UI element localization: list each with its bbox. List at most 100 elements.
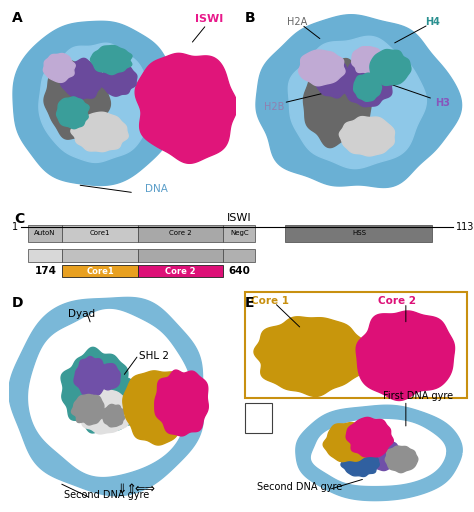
Text: SHL 2: SHL 2 [138, 351, 169, 360]
Polygon shape [370, 50, 411, 86]
Polygon shape [377, 332, 402, 355]
Text: ISWI: ISWI [195, 14, 223, 24]
Polygon shape [71, 112, 128, 152]
Polygon shape [354, 73, 382, 101]
Text: A: A [12, 11, 22, 25]
Polygon shape [256, 15, 462, 187]
Text: 1136: 1136 [456, 222, 474, 232]
Polygon shape [61, 58, 102, 100]
Polygon shape [385, 446, 418, 473]
Polygon shape [77, 389, 133, 434]
Polygon shape [296, 405, 462, 501]
Text: Core 2: Core 2 [169, 230, 192, 236]
Polygon shape [13, 22, 182, 185]
Text: 1: 1 [12, 222, 18, 232]
Polygon shape [364, 439, 401, 471]
Polygon shape [192, 100, 216, 124]
Text: E: E [245, 296, 255, 310]
Bar [285, 225, 432, 242]
Text: DNA: DNA [145, 184, 168, 194]
Text: H3: H3 [435, 98, 449, 108]
Polygon shape [339, 429, 395, 468]
Polygon shape [9, 297, 203, 496]
Polygon shape [123, 371, 191, 445]
Polygon shape [95, 376, 142, 430]
Text: Core 2: Core 2 [165, 267, 196, 275]
Bar [63, 225, 138, 242]
Text: B: B [245, 11, 255, 25]
Polygon shape [315, 61, 351, 98]
Text: Core 2: Core 2 [378, 296, 416, 306]
Polygon shape [356, 311, 455, 400]
Text: 640: 640 [229, 266, 251, 276]
Text: 174: 174 [35, 266, 57, 276]
Polygon shape [352, 47, 384, 73]
Polygon shape [410, 331, 438, 353]
Polygon shape [342, 59, 392, 106]
Polygon shape [406, 361, 433, 384]
Polygon shape [91, 46, 132, 75]
Text: Core 1: Core 1 [251, 296, 289, 306]
Polygon shape [102, 404, 125, 427]
Polygon shape [61, 347, 131, 433]
Bar [63, 249, 138, 262]
Bar [63, 265, 138, 278]
Polygon shape [270, 356, 298, 378]
Polygon shape [72, 394, 105, 425]
Polygon shape [288, 36, 427, 168]
Polygon shape [184, 73, 207, 93]
Polygon shape [154, 83, 182, 103]
Text: Dyad: Dyad [68, 309, 96, 319]
Text: ⇓⇑: ⇓⇑ [117, 483, 138, 496]
Polygon shape [303, 58, 372, 147]
Polygon shape [323, 422, 373, 462]
Text: H2A: H2A [287, 17, 307, 27]
Polygon shape [165, 118, 190, 134]
Text: AutoN: AutoN [34, 230, 56, 236]
Text: First DNA gyre: First DNA gyre [383, 391, 453, 401]
Polygon shape [74, 356, 107, 396]
Bar [223, 225, 255, 242]
Polygon shape [44, 60, 110, 139]
Polygon shape [254, 317, 367, 396]
Bar [223, 249, 255, 262]
Polygon shape [135, 53, 237, 163]
Text: Second DNA gyre: Second DNA gyre [257, 482, 342, 492]
Polygon shape [272, 330, 305, 353]
Bar [245, 292, 467, 398]
Polygon shape [155, 102, 173, 118]
Bar [245, 402, 272, 433]
Polygon shape [341, 450, 379, 477]
Text: NegC: NegC [230, 230, 249, 236]
Text: ⇐⇒: ⇐⇒ [135, 483, 156, 496]
Polygon shape [185, 130, 205, 146]
Text: D: D [12, 296, 23, 310]
Text: ISWI: ISWI [227, 213, 252, 223]
Polygon shape [292, 324, 319, 342]
Bar [138, 249, 223, 262]
Text: H2B: H2B [264, 102, 285, 112]
Text: Core1: Core1 [90, 230, 110, 236]
Text: ↓: ↓ [254, 407, 264, 416]
Text: C: C [14, 212, 24, 226]
Polygon shape [44, 53, 75, 82]
Polygon shape [39, 43, 152, 162]
Bar [138, 265, 223, 278]
Polygon shape [299, 50, 345, 86]
Polygon shape [310, 356, 333, 379]
Text: Second DNA gyre: Second DNA gyre [64, 490, 149, 500]
Polygon shape [339, 117, 394, 156]
Polygon shape [100, 64, 137, 96]
Bar [28, 225, 63, 242]
Text: HSS: HSS [352, 230, 366, 236]
Bar [28, 249, 63, 262]
Polygon shape [346, 417, 393, 457]
Text: ←: ← [254, 419, 264, 430]
Polygon shape [155, 370, 208, 436]
Text: H4: H4 [426, 17, 440, 27]
Bar [138, 225, 223, 242]
Polygon shape [98, 364, 120, 390]
Polygon shape [56, 97, 89, 129]
Text: Core1: Core1 [86, 267, 114, 275]
Polygon shape [424, 353, 447, 378]
